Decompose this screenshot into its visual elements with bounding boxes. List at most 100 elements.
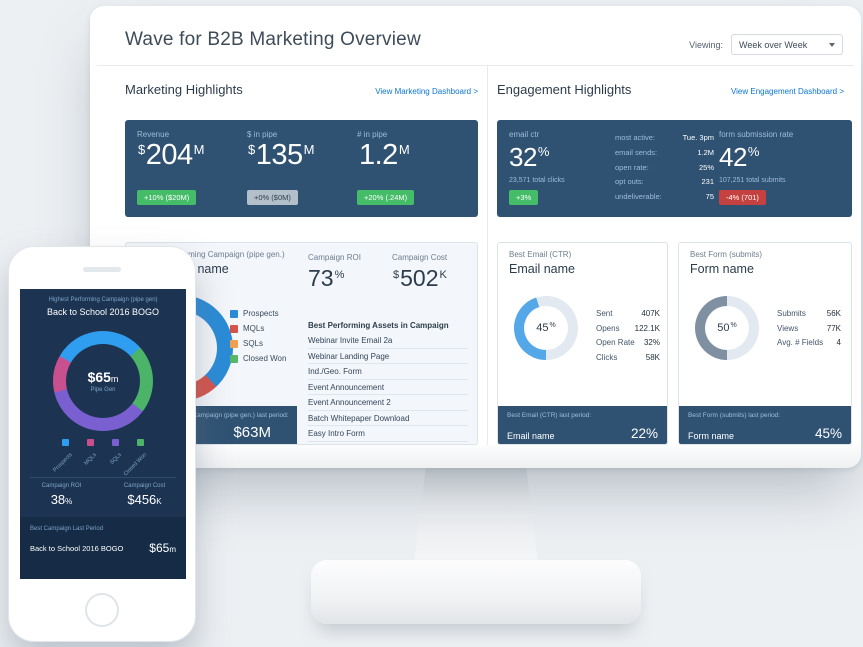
- mobile-phone: Highest Performing Campaign (pipe gen) B…: [8, 246, 196, 642]
- phone-cost-metric: Campaign Cost $456K: [123, 483, 166, 507]
- chevron-down-icon: [829, 42, 835, 47]
- legend-item: MQLs: [230, 324, 286, 333]
- legend-item: MQLs: [84, 439, 98, 477]
- email-card-header: Best Email (CTR): [509, 250, 572, 259]
- stat-row: Sent 407K: [596, 309, 660, 318]
- stat-row: Open Rate 32%: [596, 338, 660, 347]
- kpi-change-badge: -4% (701): [719, 190, 766, 205]
- phone-divider: [30, 477, 176, 478]
- kpi-change-badge: +10% ($20M): [137, 190, 197, 205]
- email-donut-chart: 45%: [514, 296, 578, 360]
- legend-item: Closed Won: [123, 439, 148, 477]
- column-divider: [487, 66, 488, 445]
- form-card-title: Form name: [690, 262, 754, 276]
- marketing-section-title: Marketing Highlights: [125, 82, 243, 97]
- phone-roi-metric: Campaign ROI 38%: [41, 483, 82, 507]
- phone-campaign-name: Back to School 2016 BOGO: [46, 307, 160, 317]
- asset-row[interactable]: Event Announcement 2: [308, 395, 468, 411]
- view-marketing-dashboard-link[interactable]: View Marketing Dashboard >: [375, 87, 478, 96]
- stat-row: open rate: 25%: [615, 162, 714, 172]
- donut-hole: 50%: [705, 306, 749, 350]
- campaign-legend: Prospects MQLs SQLs Closed Won: [230, 309, 286, 369]
- viewing-control: Viewing: Week over Week: [689, 34, 843, 55]
- legend-swatch: [112, 439, 119, 446]
- kpi-value: 42%: [719, 142, 759, 172]
- stat-row: Submits 56K: [777, 309, 841, 318]
- phone-speaker: [83, 267, 121, 272]
- form-donut-chart: 50%: [695, 296, 759, 360]
- monitor-stand: [414, 462, 538, 564]
- legend-item: Closed Won: [230, 354, 286, 363]
- legend-item: SQLs: [230, 339, 286, 348]
- assets-list-header: Best Performing Assets in Campaign: [308, 321, 449, 330]
- desktop-monitor: Wave for B2B Marketing Overview Viewing:…: [90, 6, 861, 468]
- stat-row: opt outs: 231: [615, 177, 714, 187]
- phone-donut-chart: $65m Pipe Gen: [53, 331, 153, 431]
- kpi-value: $204M: [138, 139, 204, 171]
- stat-row: Opens 122.1K: [596, 323, 660, 333]
- asset-row[interactable]: Easy Intro Form: [308, 426, 468, 442]
- kpi-label: # in pipe: [357, 130, 388, 139]
- kpi-value: 32%: [509, 142, 549, 172]
- asset-row[interactable]: Batch Whitepaper Download: [308, 411, 468, 426]
- donut-hole: 45%: [524, 306, 568, 350]
- stat-row: undeliverable: 75: [615, 192, 714, 202]
- asset-row[interactable]: Event Announcement: [308, 380, 468, 395]
- form-stats-list: Submits 56K Views 77K Avg. # Fields 4: [777, 307, 841, 351]
- phone-legend: Prospects MQLs SQLs Closed Won: [20, 439, 186, 477]
- stat-row: Avg. # Fields 4: [777, 338, 841, 347]
- stat-row: Clicks 58K: [596, 352, 660, 362]
- stat-row: most active: Tue. 3pm: [615, 133, 714, 142]
- page-title: Wave for B2B Marketing Overview: [125, 29, 421, 50]
- kpi-value: $135M: [248, 139, 314, 171]
- header-divider: [97, 65, 854, 66]
- legend-swatch: [87, 439, 94, 446]
- phone-screen: Highest Performing Campaign (pipe gen) B…: [20, 289, 186, 579]
- kpi-label: Revenue: [137, 130, 170, 139]
- kpi-label: email ctr: [509, 130, 540, 139]
- phone-card-header: Highest Performing Campaign (pipe gen): [48, 297, 158, 303]
- viewing-value: Week over Week: [739, 39, 808, 50]
- engagement-stats-list: most active: Tue. 3pm email sends: 1.2M op…: [615, 131, 714, 205]
- asset-row[interactable]: Webinar Invite Email 2a: [308, 333, 468, 349]
- best-form-card: Best Form (submits) Form name 50% Submit…: [678, 242, 852, 445]
- kpi-change-badge: +0% ($0M): [247, 190, 298, 205]
- legend-swatch: [137, 439, 144, 446]
- stat-row: Views 77K: [777, 323, 841, 333]
- campaign-cost-metric: Campaign Cost $502K: [392, 253, 448, 291]
- phone-footer: Best Campaign Last Period Back to School…: [20, 517, 186, 579]
- legend-swatch: [230, 354, 238, 363]
- kpi-subtext: 23,571 total clicks: [509, 177, 565, 184]
- legend-swatch: [62, 439, 69, 446]
- phone-stats: Campaign ROI 38% Campaign Cost $456K: [20, 483, 186, 507]
- email-card-title: Email name: [509, 262, 575, 276]
- best-email-card: Best Email (CTR) Email name 45% Sent 407K…: [497, 242, 668, 445]
- monitor-base: [311, 560, 641, 624]
- engagement-kpi-card: email ctr 32% 23,571 total clicks +3% mo…: [497, 120, 852, 217]
- legend-item: SQLs: [109, 439, 123, 477]
- email-footer: Best Email (CTR) last period: Email name…: [498, 406, 667, 444]
- viewing-dropdown[interactable]: Week over Week: [731, 34, 843, 55]
- campaign-roi-metric: Campaign ROI 73%: [308, 253, 361, 291]
- legend-swatch: [230, 324, 238, 333]
- kpi-value: 1.2M: [359, 139, 410, 171]
- phone-home-button[interactable]: [85, 593, 119, 627]
- kpi-subtext: 107,251 total submits: [719, 177, 786, 184]
- asset-row[interactable]: Ind./Geo. Form: [308, 364, 468, 380]
- form-card-header: Best Form (submits): [690, 250, 763, 259]
- viewing-label: Viewing:: [689, 39, 723, 50]
- legend-swatch: [230, 339, 238, 348]
- engagement-section-title: Engagement Highlights: [497, 82, 632, 97]
- dashboard-screen: Wave for B2B Marketing Overview Viewing:…: [97, 8, 854, 445]
- kpi-label: form submission rate: [719, 130, 794, 139]
- view-engagement-dashboard-link[interactable]: View Engagement Dashboard >: [730, 87, 844, 96]
- kpi-change-badge: +3%: [509, 190, 539, 205]
- stat-row: email sends: 1.2M: [615, 147, 714, 157]
- asset-row[interactable]: Webinar Landing Page: [308, 349, 468, 364]
- marketing-kpi-card: Revenue $204M +10% ($20M) $ in pipe $135…: [125, 120, 478, 217]
- kpi-label: $ in pipe: [247, 130, 278, 139]
- legend-item: Prospects: [52, 439, 73, 477]
- form-footer: Best Form (submits) last period: Form na…: [679, 406, 851, 444]
- legend-item: Prospects: [230, 309, 286, 318]
